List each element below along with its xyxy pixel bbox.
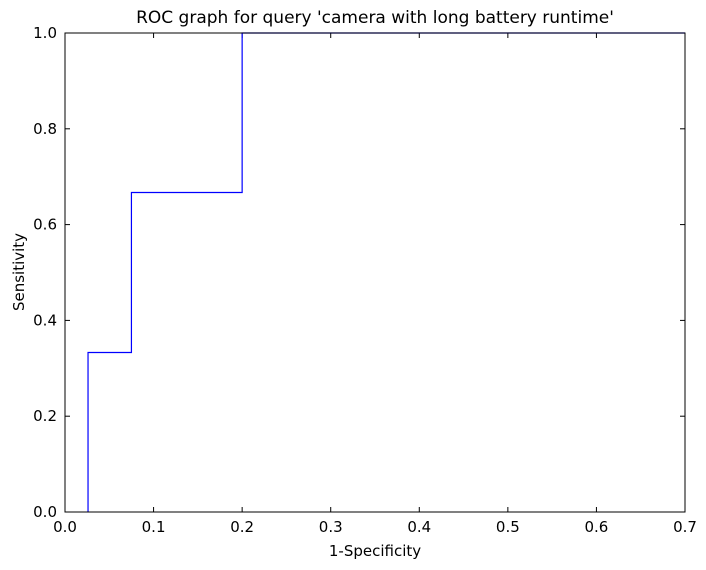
y-tick-label: 0.0 [33, 503, 57, 521]
x-tick-label: 0.2 [230, 518, 254, 536]
y-axis-label: Sensitivity [10, 233, 28, 311]
plot-area [65, 33, 685, 512]
x-tick-label: 0.6 [584, 518, 608, 536]
y-tick-label: 0.8 [33, 120, 57, 138]
x-tick-label: 0.5 [496, 518, 520, 536]
y-tick-label: 1.0 [33, 24, 57, 42]
x-tick-label: 0.7 [673, 518, 697, 536]
x-tick-label: 0.3 [319, 518, 343, 536]
x-tick-label: 0.1 [142, 518, 166, 536]
y-tick-label: 0.4 [33, 311, 57, 329]
x-tick-label: 0.0 [53, 518, 77, 536]
x-tick-labels: 0.0 0.1 0.2 0.3 0.4 0.5 0.6 0.7 [53, 518, 697, 536]
y-tick-labels: 0.0 0.2 0.4 0.6 0.8 1.0 [33, 24, 57, 521]
y-tick-label: 0.6 [33, 216, 57, 234]
plot-frame [64, 32, 686, 513]
y-tick-label: 0.2 [33, 407, 57, 425]
x-axis-label: 1-Specificity [329, 542, 421, 560]
chart-title: ROC graph for query 'camera with long ba… [136, 8, 614, 28]
x-tick-label: 0.4 [407, 518, 431, 536]
